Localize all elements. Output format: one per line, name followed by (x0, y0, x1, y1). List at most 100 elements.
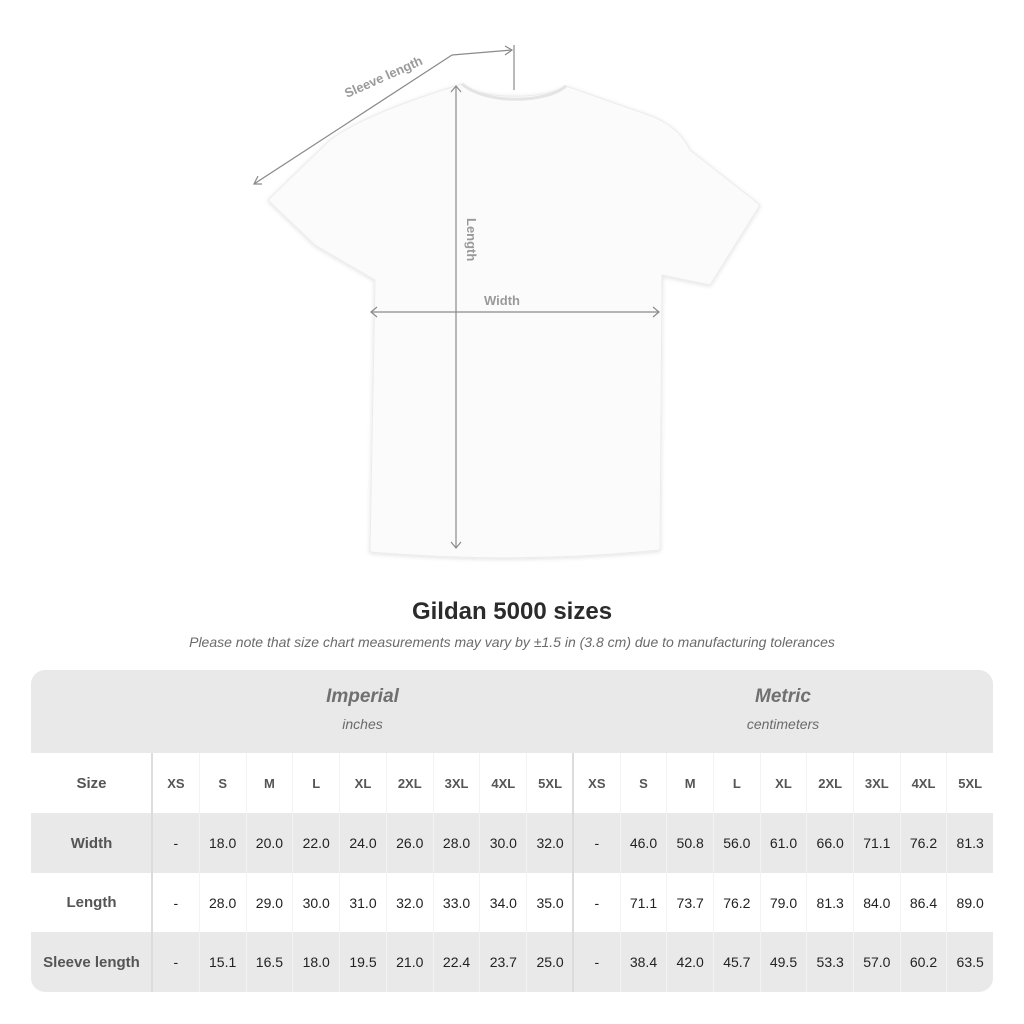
tshirt-image (267, 83, 761, 559)
metric-value-cell: 63.5 (946, 932, 993, 992)
metric-value-cell: 50.8 (666, 813, 713, 873)
imperial-value-cell: 28.0 (198, 873, 246, 932)
metric-value-cell: 86.4 (899, 873, 947, 932)
imperial-value-cell: - (152, 932, 199, 992)
imperial-value-cell: 25.0 (526, 932, 573, 992)
imperial-value-cell: 20.0 (245, 813, 293, 873)
imperial-size-header: 2XL (385, 753, 433, 813)
length-label: Length (464, 218, 479, 261)
metric-size-header: 4XL (899, 753, 947, 813)
chart-title: Gildan 5000 sizes (411, 598, 613, 625)
imperial-value-cell: - (152, 873, 199, 932)
imperial-value-cell: 30.0 (479, 813, 526, 873)
metric-value-cell: 84.0 (853, 873, 900, 932)
imperial-value-cell: 32.0 (385, 873, 433, 932)
metric-size-header: 2XL (806, 753, 853, 813)
metric-size-header: XL (759, 753, 807, 813)
imperial-size-header: XS (152, 753, 199, 813)
tshirt-measurement-diagram: Sleeve length Length Width (253, 45, 761, 559)
size-header-label: Size (76, 774, 107, 792)
imperial-size-header: 3XL (432, 753, 480, 813)
imperial-size-header: M (245, 753, 293, 813)
metric-value-cell: 61.0 (759, 813, 807, 873)
imperial-value-cell: 24.0 (339, 813, 386, 873)
column-divider (151, 753, 153, 992)
metric-size-header: XS (573, 753, 620, 813)
metric-size-header: 3XL (853, 753, 900, 813)
metric-value-cell: 56.0 (713, 813, 760, 873)
imperial-value-cell: 29.0 (245, 873, 293, 932)
table-row: Length -28.0 29.0 30.0 31.0 32.0 33.0 34.0 35.0-… (31, 873, 993, 932)
table-row: Width -18.0 20.0 22.0 24.0 26.0 28.0 30.0 32.0-4… (31, 813, 993, 873)
metric-value-cell: 45.7 (713, 932, 760, 992)
imperial-size-header: 5XL (526, 753, 573, 813)
metric-value-cell: 57.0 (853, 932, 900, 992)
metric-size-header: 5XL (946, 753, 993, 813)
metric-value-cell: 81.3 (946, 813, 993, 873)
metric-value-cell: - (573, 873, 620, 932)
imperial-value-cell: 26.0 (385, 813, 433, 873)
imperial-size-header: L (292, 753, 339, 813)
imperial-value-cell: 31.0 (339, 873, 386, 932)
metric-value-cell: 89.0 (946, 873, 993, 932)
tolerance-note: Please note that size chart measurements… (189, 634, 835, 650)
imperial-value-cell: 18.0 (198, 813, 246, 873)
imperial-size-header: S (198, 753, 246, 813)
imperial-value-cell: 15.1 (198, 932, 246, 992)
metric-heading: Metric (755, 686, 811, 707)
metric-value-cell: - (573, 932, 620, 992)
metric-value-cell: 42.0 (666, 932, 713, 992)
length-arrow (450, 85, 462, 549)
metric-value-cell: 71.1 (619, 873, 667, 932)
metric-value-cell: 73.7 (666, 873, 713, 932)
imperial-value-cell: 34.0 (479, 873, 526, 932)
metric-size-header: S (619, 753, 667, 813)
metric-value-cell: 38.4 (619, 932, 667, 992)
width-label: Width (484, 293, 520, 308)
metric-value-cell: 71.1 (853, 813, 900, 873)
imperial-size-header: 4XL (479, 753, 526, 813)
size-table: Imperial inches Metric centimeters Size X… (31, 670, 993, 992)
imperial-heading: Imperial (326, 686, 399, 707)
metric-value-cell: 60.2 (899, 932, 947, 992)
imperial-value-cell: 22.0 (292, 813, 339, 873)
metric-value-cell: 79.0 (759, 873, 807, 932)
metric-size-header: M (666, 753, 713, 813)
metric-unit: centimeters (746, 716, 820, 732)
row-label: Width (70, 834, 113, 852)
row-label: Sleeve length (43, 953, 140, 971)
imperial-value-cell: 30.0 (292, 873, 339, 932)
metric-value-cell: 49.5 (759, 932, 807, 992)
imperial-value-cell: 19.5 (339, 932, 386, 992)
imperial-value-cell: 21.0 (385, 932, 433, 992)
metric-value-cell: 76.2 (713, 873, 760, 932)
sleeve-length-label: Sleeve length (342, 53, 425, 101)
imperial-value-cell: 18.0 (292, 932, 339, 992)
row-label: Length (66, 894, 117, 911)
imperial-value-cell: 35.0 (526, 873, 573, 932)
metric-size-header: L (713, 753, 760, 813)
metric-value-cell: - (573, 813, 620, 873)
table-row: Sleeve length -15.1 16.5 18.0 19.5 21.0 22.4 23… (31, 932, 993, 992)
imperial-header: Imperial inches (152, 686, 573, 732)
metric-value-cell: 53.3 (806, 932, 853, 992)
column-divider (572, 753, 574, 992)
units-header: Imperial inches Metric centimeters (31, 670, 993, 753)
metric-value-cell: 46.0 (619, 813, 667, 873)
imperial-unit: inches (342, 716, 383, 732)
imperial-size-header: XL (339, 753, 386, 813)
imperial-value-cell: - (152, 813, 199, 873)
imperial-value-cell: 33.0 (432, 873, 480, 932)
width-arrow (370, 306, 660, 318)
size-header-row: Size XS XS S S M M L L XL XL 2XL 2XL 3XL 3XL 4XL 4XL 5XL 5… (31, 753, 993, 813)
metric-value-cell: 81.3 (806, 873, 853, 932)
imperial-value-cell: 22.4 (432, 932, 480, 992)
imperial-value-cell: 32.0 (526, 813, 573, 873)
metric-value-cell: 76.2 (899, 813, 947, 873)
sleeve-length-arrow (253, 45, 515, 185)
imperial-value-cell: 28.0 (432, 813, 480, 873)
metric-header: Metric centimeters (573, 686, 993, 732)
metric-value-cell: 66.0 (806, 813, 853, 873)
imperial-value-cell: 23.7 (479, 932, 526, 992)
imperial-value-cell: 16.5 (245, 932, 293, 992)
